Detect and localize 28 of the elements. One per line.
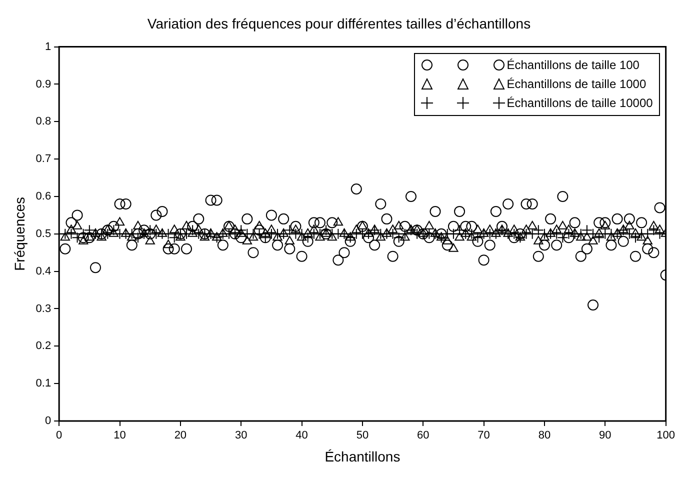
y-tick-label: 0.7 [36,153,52,166]
y-tick-label: 0.3 [36,302,52,315]
x-tick-label: 50 [356,430,369,442]
legend-label: Échantillons de taille 100 [506,58,640,72]
x-tick-label: 20 [174,430,187,442]
legend-label: Échantillons de taille 1000 [506,77,646,92]
x-tick-label: 90 [599,430,612,442]
x-tick-label: 30 [234,430,248,442]
x-tick-label: 100 [656,430,676,442]
x-tick-label: 0 [56,430,62,442]
x-tick-label: 60 [417,430,430,442]
y-tick-label: 0.6 [36,190,52,203]
y-tick-label: 0.4 [36,265,52,278]
y-tick-label: 0.5 [36,228,52,240]
y-tick-label: 0.8 [36,116,52,128]
chart-title: Variation des fréquences pour différentes tailles d’échantillons [147,15,531,32]
x-tick-label: 10 [114,430,126,442]
y-tick-label: 0.9 [36,78,52,90]
x-tick-label: 70 [478,430,490,442]
x-tick-label: 40 [296,430,308,442]
x-tick-label: 80 [538,430,551,442]
y-tick-label: 0.1 [36,378,52,390]
y-tick-label: 0.2 [36,340,52,352]
legend-label: Échantillons de taille 10000 [506,96,653,110]
y-axis-title: Fréquences [11,196,28,271]
y-tick-label: 1 [44,40,52,53]
x-axis-title: Échantillons [324,448,400,464]
y-tick-label: 0 [44,415,52,428]
